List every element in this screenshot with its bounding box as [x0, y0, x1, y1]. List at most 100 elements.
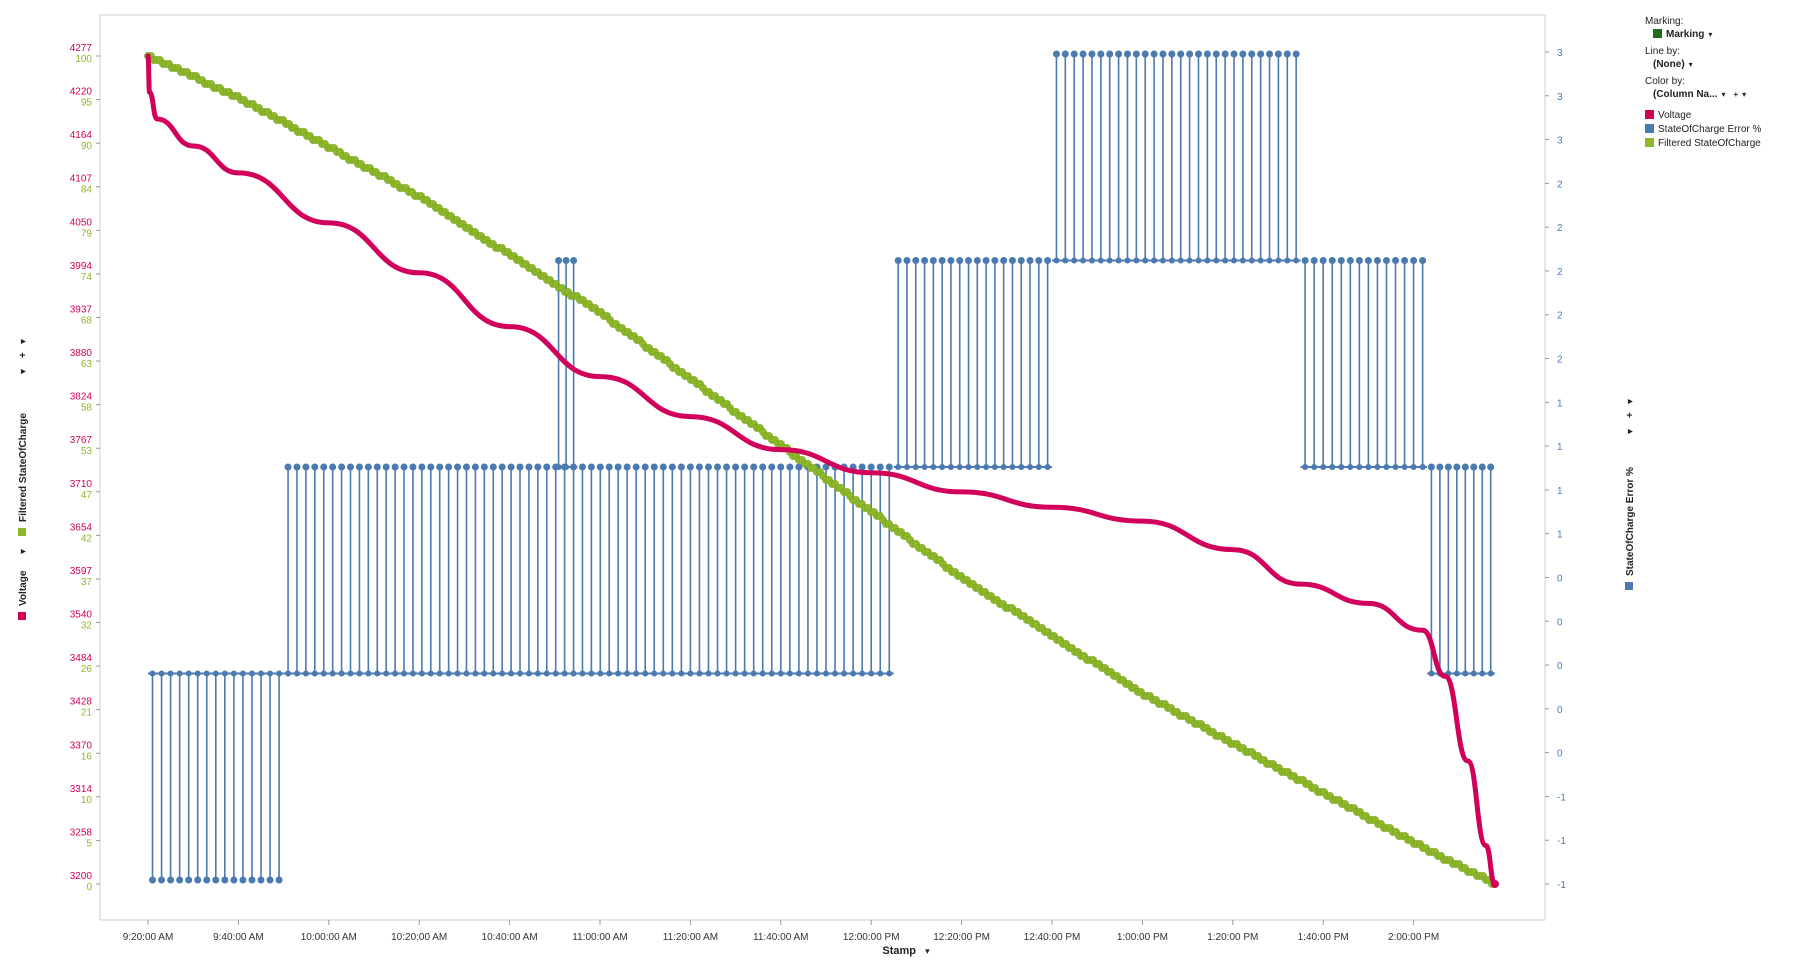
soc-error-point	[401, 670, 408, 677]
y-left-voltage-tick-label: 3200	[70, 871, 93, 882]
add-icon[interactable]: +	[1733, 90, 1739, 99]
soc-error-point	[867, 463, 875, 471]
soc-error-point	[929, 257, 937, 264]
x-tick-label: 1:40:00 PM	[1298, 932, 1349, 943]
soc-error-point	[1079, 50, 1087, 58]
y-right-add-icon[interactable]: +	[1625, 412, 1636, 418]
y-left-voltage-tick-label: 3937	[70, 304, 93, 315]
soc-error-point	[641, 463, 649, 471]
soc-error-point	[400, 463, 408, 471]
x-tick-label: 10:20:00 AM	[391, 932, 447, 943]
y-left-soc-dropdown-icon[interactable]: ▾	[18, 369, 29, 374]
soc-error-point	[338, 463, 346, 471]
y-left-menu-icon[interactable]: ▾	[18, 339, 29, 344]
soc-error-point	[1310, 257, 1318, 264]
soc-error-point	[578, 463, 586, 471]
x-tick-label: 12:20:00 PM	[933, 932, 990, 943]
soc-error-point	[596, 463, 604, 471]
y-left-add-icon[interactable]: +	[18, 352, 29, 358]
soc-error-point	[347, 670, 354, 677]
soc-error-point	[777, 670, 784, 677]
soc-error-point	[1419, 257, 1427, 264]
y-right-tick-label: 3	[1557, 92, 1563, 103]
soc-error-point	[903, 257, 911, 264]
soc-error-point	[445, 670, 452, 677]
soc-error-point	[1461, 463, 1469, 471]
soc-error-point	[1462, 670, 1469, 677]
soc-error-point	[203, 876, 211, 884]
soc-error-point	[1284, 257, 1291, 264]
y-left-soc-tick-label: 84	[81, 185, 93, 196]
line-by-dropdown[interactable]: (None) ▾	[1653, 59, 1693, 70]
soc-error-point	[1257, 50, 1265, 58]
soc-error-point	[1221, 50, 1229, 58]
soc-error-point	[1301, 257, 1309, 264]
soc-error-point	[534, 670, 541, 677]
soc-error-point	[723, 463, 731, 471]
soc-error-point	[1275, 257, 1282, 264]
soc-error-point	[167, 670, 174, 677]
legend-item-soc-error[interactable]: StateOfCharge Error %	[1645, 124, 1805, 135]
y-left-voltage-dropdown-icon[interactable]: ▾	[18, 549, 29, 554]
y-right-title[interactable]: StateOfCharge Error %	[1625, 467, 1636, 576]
soc-error-point	[1008, 257, 1016, 264]
x-axis-dropdown-icon[interactable]: ▾	[925, 946, 930, 956]
soc-error-point	[678, 670, 685, 677]
y-left-voltage-tick-label: 3370	[70, 740, 93, 751]
soc-error-point	[795, 670, 802, 677]
soc-error-point	[1061, 50, 1069, 58]
y-left-title-soc[interactable]: Filtered StateOfCharge	[18, 413, 29, 522]
soc-error-point	[813, 670, 820, 677]
y-right-tick-label: 0	[1557, 661, 1563, 672]
legend-item-filtered-soc[interactable]: Filtered StateOfCharge	[1645, 138, 1805, 149]
y-right-dropdown-icon[interactable]: ▾	[1625, 429, 1636, 434]
x-tick-label: 12:00:00 PM	[843, 932, 900, 943]
chevron-down-icon[interactable]: ▾	[1742, 90, 1747, 99]
soc-error-point	[158, 876, 166, 884]
soc-error-point	[732, 463, 740, 471]
soc-error-point	[1239, 50, 1247, 58]
y-left-voltage-tick-label: 3994	[70, 261, 93, 272]
soc-error-point	[436, 463, 444, 471]
marking-dropdown[interactable]: Marking ▾	[1653, 29, 1712, 40]
soc-error-point	[221, 670, 228, 677]
soc-error-point	[1487, 463, 1495, 471]
soc-error-point	[480, 463, 488, 471]
legend-item-voltage[interactable]: Voltage	[1645, 110, 1805, 121]
chevron-down-icon: ▾	[1708, 30, 1713, 39]
soc-error-point	[364, 463, 372, 471]
y-left-voltage-tick-label: 4050	[70, 217, 93, 228]
x-axis: 9:20:00 AM 9:40:00 AM 10:00:00 AM 10:20:00 …	[123, 920, 1439, 943]
soc-error-point	[1248, 50, 1256, 58]
soc-error-point	[1027, 464, 1034, 470]
soc-error-point	[347, 463, 355, 471]
soc-error-point	[1444, 463, 1452, 471]
soc-error-point	[823, 670, 829, 677]
legend-panel: Marking: Marking ▾ Line by: (None) ▾ Color…	[1645, 16, 1805, 149]
soc-error-point	[1346, 257, 1354, 264]
y-right-menu-icon[interactable]: ▾	[1625, 399, 1636, 404]
soc-error-point	[606, 670, 613, 677]
soc-error-point	[921, 257, 929, 264]
y-axis-left: 4277100422095416490410784405079399474393…	[70, 43, 100, 893]
y-left-voltage-tick-label: 3880	[70, 348, 93, 359]
color-by-dropdown[interactable]: (Column Na... ▾ + ▾	[1653, 89, 1746, 100]
soc-error-point	[1124, 257, 1131, 264]
soc-error-point	[732, 670, 739, 677]
soc-error-point	[1009, 464, 1016, 470]
soc-error-point	[886, 670, 893, 677]
y-left-soc-tick-label: 68	[81, 315, 93, 326]
soc-error-point	[230, 876, 238, 884]
soc-error-point	[383, 670, 390, 677]
x-axis-title[interactable]: Stamp	[882, 945, 917, 957]
y-left-title-voltage[interactable]: Voltage	[18, 570, 29, 606]
soc-error-point	[1097, 50, 1105, 58]
soc-error-point	[176, 670, 183, 677]
soc-error-point	[668, 463, 676, 471]
soc-error-point	[1212, 50, 1220, 58]
soc-error-point	[1392, 464, 1399, 470]
soc-error-point	[275, 876, 283, 884]
voltage-swatch	[18, 612, 26, 620]
x-axis-title-group: Stamp ▾	[0, 945, 1812, 957]
soc-error-point	[841, 670, 848, 677]
